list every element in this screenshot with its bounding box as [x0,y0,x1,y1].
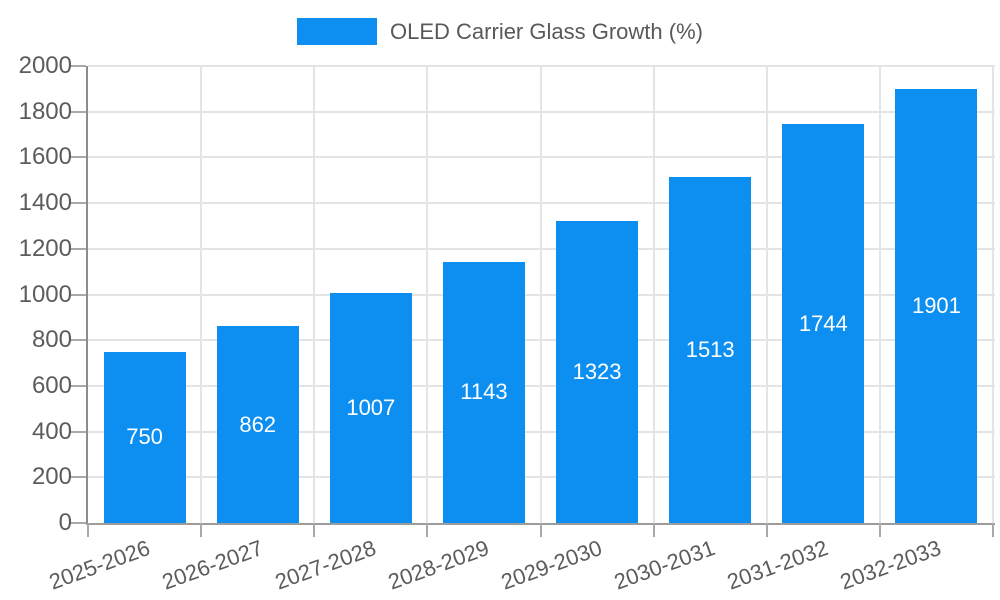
x-tick [878,523,881,537]
bar-value-label: 862 [239,411,277,437]
y-tick-label: 200 [31,463,72,491]
y-tick [70,110,86,113]
bar [556,220,639,523]
x-tick [426,523,429,537]
h-gridline [88,476,995,479]
bar-value-label: 1007 [346,394,396,420]
v-gridline [878,66,881,523]
bar-value-label: 1143 [460,379,508,405]
h-gridline [88,430,995,433]
legend: OLED Carrier Glass Growth (%) [0,18,1000,45]
bar-value-label: 1513 [685,337,735,363]
y-tick [70,156,86,159]
h-gridline [88,110,995,113]
y-tick [70,522,86,524]
x-tick [200,523,203,537]
y-tick [70,476,86,479]
v-gridline [313,66,316,523]
x-tick [539,523,542,537]
h-gridline [88,156,995,159]
y-tick-label: 2000 [18,52,72,79]
bar [103,351,186,523]
y-tick-label: 1400 [18,189,72,217]
h-gridline [88,384,995,387]
v-gridline [200,66,203,523]
x-tick [652,523,655,537]
y-tick [70,430,86,433]
x-tick [992,523,994,537]
y-tick-label: 1600 [18,143,72,171]
bar [216,326,299,523]
x-tick [87,523,89,537]
h-gridline [88,202,995,205]
y-tick-label: 0 [58,509,72,536]
y-tick [70,293,86,296]
y-tick [70,384,86,387]
v-gridline [765,66,768,523]
v-gridline [992,66,994,523]
y-tick [70,202,86,205]
y-tick-label: 1200 [18,234,72,262]
y-tick-label: 600 [31,371,72,399]
y-tick [70,339,86,342]
bar-value-label: 750 [126,424,163,450]
y-tick-label: 800 [31,326,72,354]
legend-label: OLED Carrier Glass Growth (%) [390,18,703,44]
v-gridline [426,66,429,523]
bar [329,292,412,523]
bar-value-label: 1744 [798,310,848,336]
y-tick-label: 400 [31,417,72,445]
y-tick-label: 1000 [18,280,72,308]
bar-value-label: 1901 [911,292,961,318]
y-tick [70,247,86,250]
x-tick [313,523,316,537]
x-tick [765,523,768,537]
y-tick-label: 1800 [18,97,72,125]
v-gridline [539,66,542,523]
v-gridline [652,66,655,523]
bar [442,261,525,523]
h-gridline [88,247,995,250]
h-gridline [88,65,995,67]
bar [895,88,978,523]
legend-swatch-icon [297,18,378,45]
legend-item[interactable]: OLED Carrier Glass Growth (%) [297,18,703,45]
h-gridline [88,339,995,342]
plot-area: 750 862 1007 1143 1323 1513 1744 1901 [70,65,995,537]
y-tick [70,65,86,67]
bar-value-label: 1323 [572,358,622,384]
bar [782,124,865,523]
h-gridline [88,293,995,296]
bar [669,177,752,523]
